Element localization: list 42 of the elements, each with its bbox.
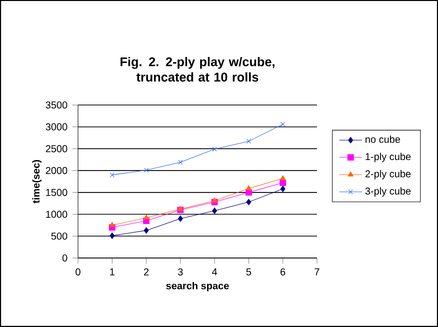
point [144,227,149,234]
legend-label: 1-ply cube [366,152,411,162]
point [143,214,150,220]
y-tick-label: 500 [51,232,68,240]
x-tick-label: 1 [110,268,114,276]
y-tick-label: 1000 [46,210,68,218]
point [212,208,218,214]
point [246,138,252,144]
point [109,222,115,227]
y-tick-label: 3500 [46,101,68,109]
point [280,175,286,180]
point [110,172,114,178]
point [280,180,286,186]
point [110,232,115,239]
point [280,186,286,192]
x-axis-title: search space [166,282,229,292]
point [280,122,286,127]
x-tick-label: 4 [212,268,218,276]
point [212,146,217,152]
x-tick-label: 6 [280,268,286,276]
y-tick-label: 0 [62,254,68,262]
chart-title: Fig. 2. 2-ply play w/cube, truncated at 10 rolls [120,56,274,82]
x-tick-label: 5 [246,268,252,276]
y-tick-label: 2000 [46,167,68,174]
point [178,215,183,222]
y-tick-label: 3000 [46,123,68,130]
y-axis-title: time(sec) [32,160,42,204]
legend-label: 2-ply cube [365,170,411,180]
y-tick-label: 2500 [46,145,68,152]
point [212,198,218,202]
point [144,168,149,172]
point [246,185,252,190]
legend-label: 3-ply cube [365,187,411,197]
legend-label: no cube [366,136,400,143]
x-tick-label: 3 [178,268,183,276]
x-tick-label: 0 [76,268,80,276]
point [178,206,184,211]
y-tick-label: 1500 [46,188,68,196]
point [246,198,252,206]
x-tick-label: 7 [314,268,320,276]
x-tick-label: 2 [144,268,149,276]
point [178,160,183,165]
